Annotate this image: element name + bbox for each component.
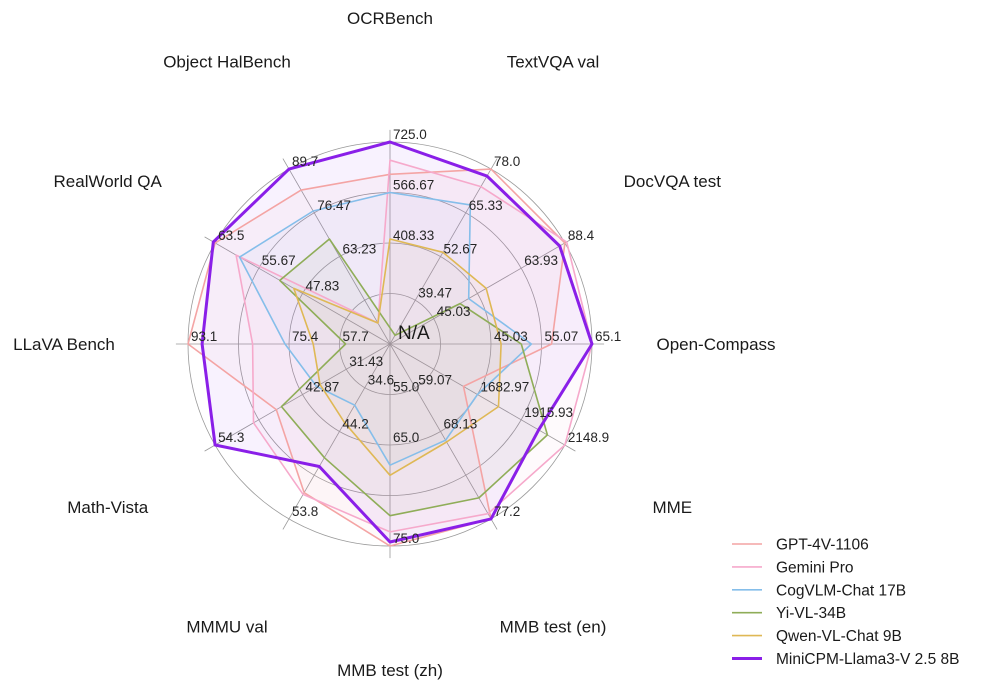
svg-text:47.83: 47.83 <box>306 279 340 294</box>
svg-text:MME: MME <box>652 498 692 517</box>
svg-text:725.0: 725.0 <box>393 127 427 142</box>
svg-text:44.2: 44.2 <box>343 417 369 432</box>
svg-text:77.2: 77.2 <box>494 504 520 519</box>
svg-text:MMMU val: MMMU val <box>186 617 267 636</box>
svg-text:59.07: 59.07 <box>418 373 452 388</box>
svg-text:65.0: 65.0 <box>393 430 419 445</box>
svg-text:63.93: 63.93 <box>524 253 558 268</box>
svg-text:53.8: 53.8 <box>292 504 318 519</box>
svg-text:408.33: 408.33 <box>393 228 434 243</box>
svg-text:65.1: 65.1 <box>595 329 621 344</box>
svg-text:N/A: N/A <box>398 323 430 344</box>
svg-text:MMB test (en): MMB test (en) <box>500 617 607 636</box>
svg-text:Math-Vista: Math-Vista <box>67 498 148 517</box>
svg-text:Yi-VL-34B: Yi-VL-34B <box>776 605 846 622</box>
svg-text:1682.97: 1682.97 <box>481 380 530 395</box>
svg-text:68.13: 68.13 <box>444 417 478 432</box>
svg-text:GPT-4V-1106: GPT-4V-1106 <box>776 537 869 554</box>
svg-text:Gemini Pro: Gemini Pro <box>776 559 854 576</box>
svg-text:RealWorld QA: RealWorld QA <box>54 172 163 191</box>
svg-text:LLaVA Bench: LLaVA Bench <box>13 335 115 354</box>
svg-text:566.67: 566.67 <box>393 178 434 193</box>
svg-text:39.47: 39.47 <box>418 285 452 300</box>
svg-text:45.03: 45.03 <box>494 329 528 344</box>
svg-text:55.67: 55.67 <box>262 253 296 268</box>
svg-text:93.1: 93.1 <box>191 329 217 344</box>
svg-text:DocVQA test: DocVQA test <box>624 172 722 191</box>
svg-text:TextVQA val: TextVQA val <box>507 53 600 72</box>
svg-text:1915.93: 1915.93 <box>524 405 573 420</box>
svg-text:45.03: 45.03 <box>437 304 471 319</box>
svg-text:2148.9: 2148.9 <box>568 430 609 445</box>
svg-text:75.4: 75.4 <box>292 329 319 344</box>
svg-text:55.0: 55.0 <box>393 380 419 395</box>
svg-text:MiniCPM-Llama3-V 2.5 8B: MiniCPM-Llama3-V 2.5 8B <box>776 651 959 668</box>
svg-text:63.5: 63.5 <box>218 228 244 243</box>
svg-text:54.3: 54.3 <box>218 430 244 445</box>
svg-text:63.23: 63.23 <box>343 242 377 257</box>
svg-text:65.33: 65.33 <box>469 198 503 213</box>
svg-text:34.6: 34.6 <box>368 373 394 388</box>
svg-text:57.7: 57.7 <box>343 329 369 344</box>
svg-text:76.47: 76.47 <box>317 198 351 213</box>
svg-text:78.0: 78.0 <box>494 154 520 169</box>
svg-text:88.4: 88.4 <box>568 228 595 243</box>
svg-text:Object HalBench: Object HalBench <box>163 53 291 72</box>
svg-text:89.7: 89.7 <box>292 154 318 169</box>
svg-text:MMB test (zh): MMB test (zh) <box>337 661 443 680</box>
svg-text:Open-Compass: Open-Compass <box>656 335 775 354</box>
svg-text:52.67: 52.67 <box>444 242 478 257</box>
svg-text:31.43: 31.43 <box>349 354 383 369</box>
svg-text:CogVLM-Chat 17B: CogVLM-Chat 17B <box>776 582 906 599</box>
svg-text:42.87: 42.87 <box>306 380 340 395</box>
svg-text:55.07: 55.07 <box>545 329 579 344</box>
svg-text:75.0: 75.0 <box>393 531 419 546</box>
svg-text:Qwen-VL-Chat 9B: Qwen-VL-Chat 9B <box>776 628 902 645</box>
svg-text:OCRBench: OCRBench <box>347 9 433 28</box>
